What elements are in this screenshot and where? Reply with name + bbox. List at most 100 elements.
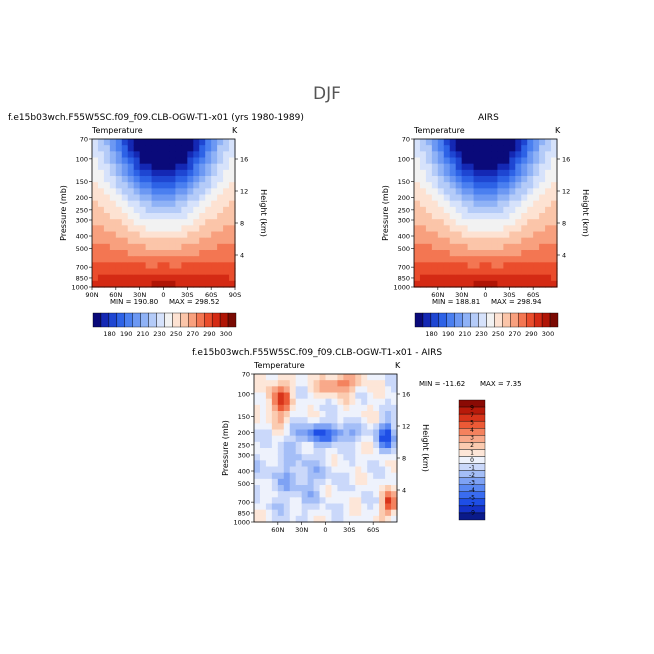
field-cell xyxy=(92,256,99,263)
field-cell xyxy=(254,478,261,486)
field-cell xyxy=(414,163,421,171)
field-cell xyxy=(277,460,285,468)
field-cell xyxy=(349,429,356,437)
field-cell xyxy=(169,268,177,276)
field-cell xyxy=(133,206,141,214)
field-cell xyxy=(181,274,188,282)
field-cell xyxy=(301,380,309,387)
field-cell xyxy=(181,163,188,171)
field-cell xyxy=(419,237,427,245)
field-cell xyxy=(217,280,224,288)
field-cell xyxy=(289,491,297,498)
field-cell xyxy=(115,200,123,208)
colorbar-label: 180 xyxy=(425,330,437,338)
field-cell xyxy=(437,280,445,288)
field-cell xyxy=(479,243,487,251)
field-cell xyxy=(419,182,427,189)
field-cell xyxy=(539,219,546,226)
field-cell xyxy=(211,256,218,263)
field-cell xyxy=(539,157,546,165)
field-cell xyxy=(443,219,451,226)
field-cell xyxy=(391,392,398,400)
field-cell xyxy=(391,485,398,492)
field-cell xyxy=(473,169,481,177)
y-right-tick-label: 16 xyxy=(240,156,248,164)
field-cell xyxy=(265,398,273,406)
field-cell xyxy=(211,206,218,214)
field-cell xyxy=(361,448,368,455)
y-tick-label: 1000 xyxy=(393,284,410,292)
field-cell xyxy=(289,478,297,486)
field-cell xyxy=(419,200,427,208)
field-cell xyxy=(467,182,475,189)
field-cell xyxy=(211,231,218,239)
field-cell xyxy=(229,237,236,245)
field-cell xyxy=(103,225,111,233)
field-cell xyxy=(355,485,362,492)
field-cell xyxy=(461,268,469,276)
field-cell xyxy=(539,151,546,159)
y-right-axis-label: Height (km) xyxy=(421,424,430,472)
field-cell xyxy=(391,448,398,455)
field-cell xyxy=(295,497,303,505)
field-cell xyxy=(551,200,558,208)
panel-3-min-label: MIN = -11.62 xyxy=(419,380,466,388)
field-cell xyxy=(205,176,212,183)
field-cell xyxy=(139,206,147,214)
field-cell xyxy=(254,497,261,505)
field-cell xyxy=(103,169,111,177)
field-cell xyxy=(169,243,177,251)
field-cell xyxy=(157,237,165,245)
field-cell xyxy=(151,280,159,288)
field-cell xyxy=(295,460,303,468)
field-cell xyxy=(265,429,273,437)
field-cell xyxy=(319,472,327,480)
field-cell xyxy=(473,163,481,171)
field-cell xyxy=(437,200,445,208)
y-tick-label: 250 xyxy=(398,206,410,214)
field-cell xyxy=(485,268,493,276)
field-cell xyxy=(485,256,493,263)
field-cell xyxy=(419,169,427,177)
x-tick-label: 30S xyxy=(343,526,355,534)
field-cell xyxy=(193,151,200,159)
field-cell xyxy=(425,268,433,276)
field-cell xyxy=(92,157,99,165)
field-cell xyxy=(349,448,356,455)
field-cell xyxy=(503,243,510,251)
field-cell xyxy=(437,157,445,165)
field-cell xyxy=(515,182,522,189)
field-cell xyxy=(169,280,177,288)
field-cell xyxy=(271,466,279,474)
field-cell xyxy=(551,188,558,196)
field-cell xyxy=(455,237,463,245)
field-cell xyxy=(109,206,117,214)
field-cell xyxy=(455,151,463,159)
field-cell xyxy=(157,213,165,220)
field-cell xyxy=(367,398,374,406)
field-cell xyxy=(169,169,177,177)
field-cell xyxy=(521,182,528,189)
field-cell xyxy=(414,262,421,270)
field-cell xyxy=(163,157,171,165)
field-cell xyxy=(325,472,333,480)
field-cell xyxy=(313,478,321,486)
field-cell xyxy=(343,454,350,461)
field-cell xyxy=(193,200,200,208)
field-cell xyxy=(277,454,285,461)
field-cell xyxy=(325,435,333,443)
field-cell xyxy=(205,243,212,251)
field-cell xyxy=(109,280,117,288)
field-cell xyxy=(431,176,439,183)
field-cell xyxy=(223,206,230,214)
field-cell xyxy=(97,219,105,226)
field-cell xyxy=(503,157,510,165)
field-cell xyxy=(163,206,171,214)
field-cell xyxy=(145,188,153,196)
field-cell xyxy=(485,225,493,233)
field-cell xyxy=(343,448,350,455)
field-cell xyxy=(431,225,439,233)
field-cell xyxy=(361,435,368,443)
field-cell xyxy=(467,176,475,183)
field-cell xyxy=(313,441,321,449)
